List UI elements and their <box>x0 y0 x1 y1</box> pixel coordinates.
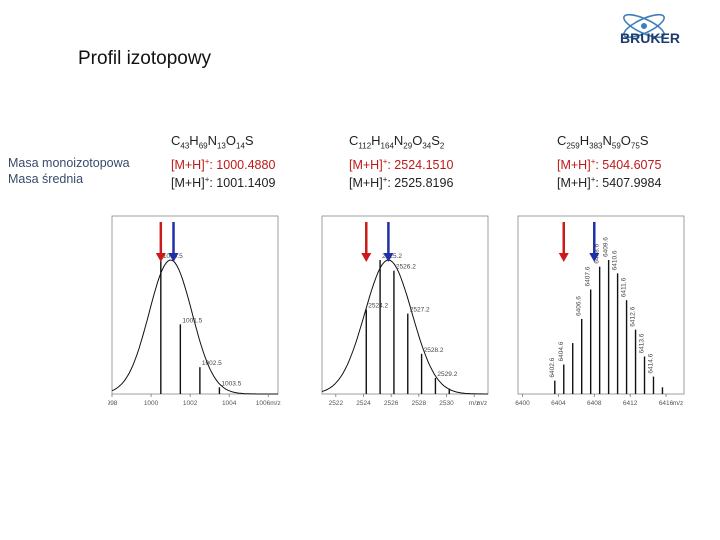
x-tick-label: 2524 <box>356 400 371 407</box>
mono-mass-arrow-head <box>155 253 166 262</box>
x-tick-label: 2522 <box>329 400 344 407</box>
formula-1: C43H69N13O14S <box>171 133 254 151</box>
peak-label: 6413.6 <box>639 333 646 353</box>
formula-2: C112H164N29O34S2 <box>349 133 445 151</box>
x-axis-label: m/z <box>673 400 683 407</box>
mono-mass-label: Masa monoizotopowa <box>8 156 130 170</box>
x-tick-label: 1002 <box>183 400 198 407</box>
peak-label: 2526.2 <box>396 264 416 271</box>
peak-label: 1002.5 <box>202 360 222 367</box>
x-tick-label: 2530 <box>439 400 454 407</box>
peak-label: 1003.5 <box>221 380 241 387</box>
peak-label: 2528.2 <box>424 347 444 354</box>
logo-text: BRUKER <box>620 30 680 46</box>
peak-label: 2527.2 <box>410 307 430 314</box>
peak-label: 2524.2 <box>368 303 388 310</box>
bruker-logo: BRUKER <box>620 13 680 46</box>
peak-label: 6407.6 <box>585 266 592 286</box>
peak-label: 6402.6 <box>549 357 556 377</box>
plot-frame <box>517 215 685 395</box>
x-axis-label: m/z <box>477 400 487 407</box>
peak-label: 1001.5 <box>182 317 202 324</box>
x-tick-label: 1004 <box>222 400 237 407</box>
avg-mass-arrow-head <box>383 253 394 262</box>
mono-mass-arrow-head <box>361 253 372 262</box>
mono-mass-2: [M+H]+: 2524.1510 <box>349 157 454 173</box>
x-tick-label: 6412 <box>623 400 638 407</box>
x-tick-label: 6416 <box>659 400 674 407</box>
peak-label: 2525.2 <box>382 253 402 260</box>
mono-mass-arrow-head <box>558 253 569 262</box>
x-tick-label: 998 <box>108 400 118 407</box>
avg-mass-2: [M+H]+: 2525.8196 <box>349 175 454 191</box>
formula-3: C259H383N59O75S <box>557 133 649 151</box>
x-tick-label: m/z <box>469 400 479 407</box>
x-tick-label: 1000 <box>144 400 159 407</box>
spectrum-chart-3: 6402.66404.66406.66407.66408.66409.66410… <box>515 215 685 407</box>
peak-label: 6410.6 <box>612 250 619 270</box>
spectrum-chart-2: 2524.2 2525.2 2526.2 2527.2 2528.2 2529.2 2522… <box>321 215 489 407</box>
peak-label: 6406.6 <box>576 296 583 316</box>
peak-label: 6414.6 <box>647 353 654 373</box>
peak-label: 6411.6 <box>621 277 628 297</box>
x-tick-label: 6408 <box>587 400 602 407</box>
peak-label: 6404.6 <box>558 341 565 361</box>
slide-title: Profil izotopowy <box>78 48 212 69</box>
row-labels: Masa monoizotopowa Masa średnia <box>8 155 130 187</box>
plot-frame <box>321 215 489 395</box>
x-tick-label: 6400 <box>515 400 530 407</box>
avg-mass-arrow-head <box>589 253 600 262</box>
peak-label: 6409.6 <box>603 237 610 257</box>
isotope-envelope <box>111 259 278 395</box>
avg-mass-1: [M+H]+: 1001.1409 <box>171 175 276 191</box>
peak-label: 6412.6 <box>630 306 637 326</box>
isotope-envelope <box>321 259 488 395</box>
mono-mass-3: [M+H]+: 5404.6075 <box>557 157 662 173</box>
peak-label: 2529.2 <box>437 371 457 378</box>
x-tick-label: 2526 <box>384 400 399 407</box>
avg-mass-arrow-head <box>168 253 179 262</box>
avg-mass-3: [M+H]+: 5407.9984 <box>557 175 662 191</box>
x-tick-label: 6404 <box>551 400 566 407</box>
mono-mass-1: [M+H]+: 1000.4880 <box>171 157 276 173</box>
avg-mass-label: Masa średnia <box>8 172 84 186</box>
x-tick-label: 1006m/z <box>256 400 281 407</box>
x-tick-label: 2528 <box>412 400 427 407</box>
spectrum-chart-1: 1000.51001.51002.51003.59981000100210041… <box>108 215 281 407</box>
plot-frame <box>111 215 279 395</box>
